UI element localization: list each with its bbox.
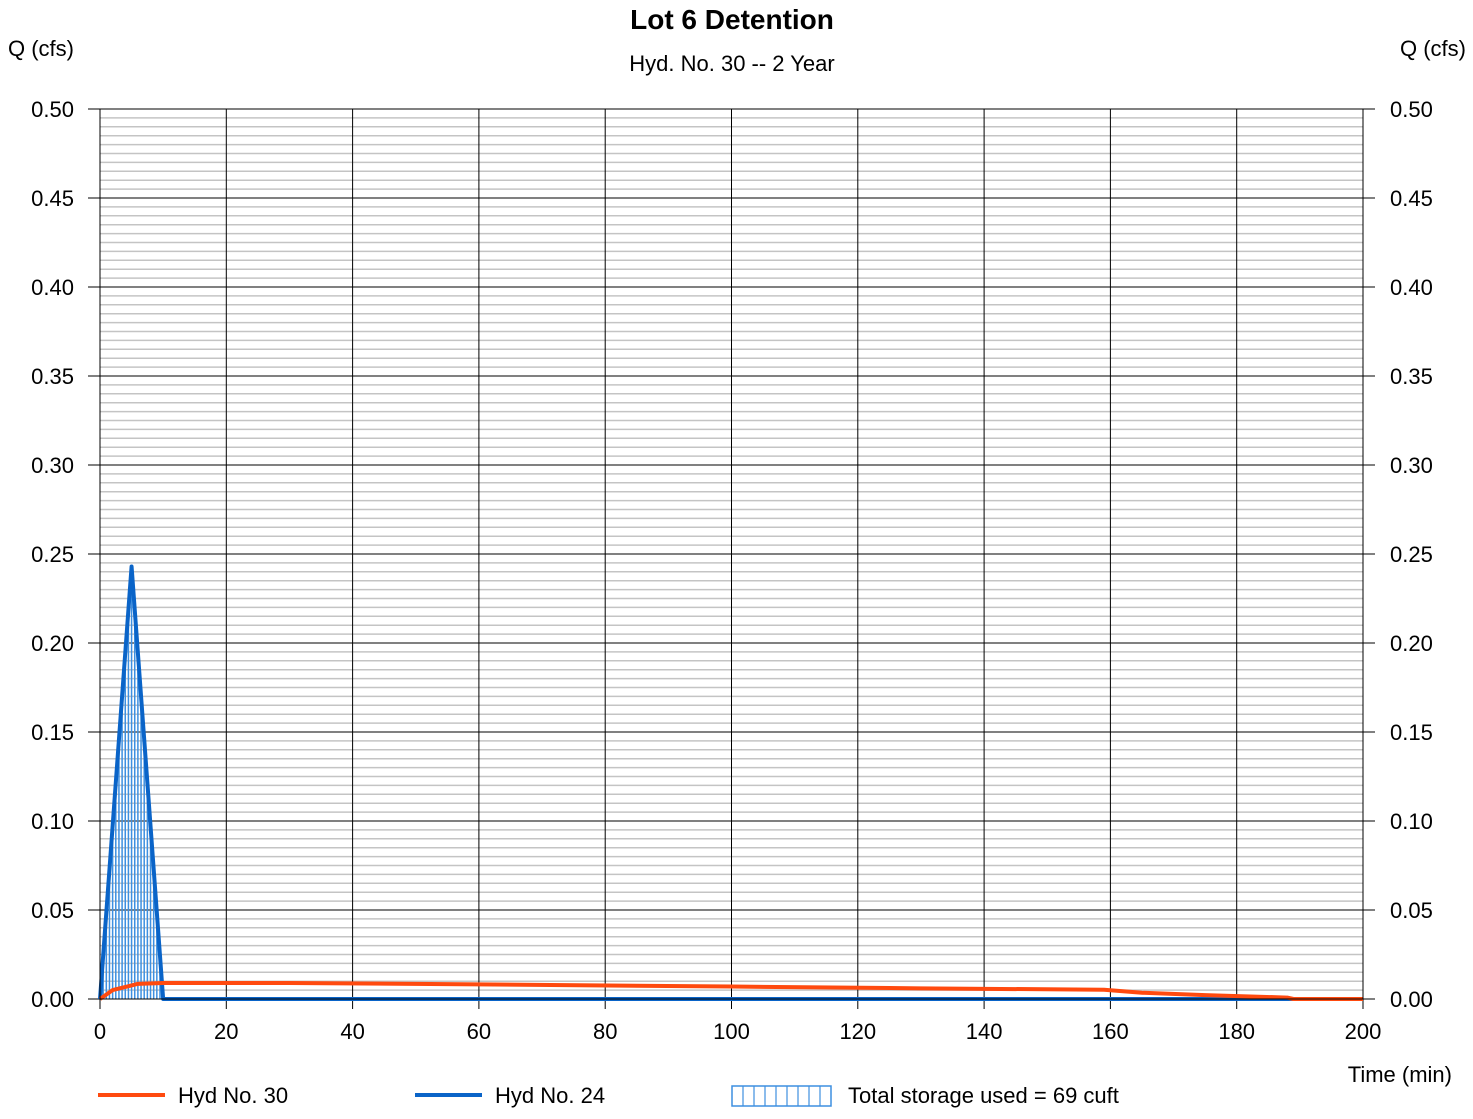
x-tick-label: 40 (340, 1019, 364, 1044)
y-tick-label-left: 0.35 (31, 364, 74, 389)
y-tick-label-left: 0.40 (31, 275, 74, 300)
y-axis-label-left: Q (cfs) (8, 36, 74, 61)
y-tick-label-left: 0.10 (31, 809, 74, 834)
y-tick-label-left: 0.25 (31, 542, 74, 567)
storage-hatch (102, 566, 161, 999)
x-tick-label: 100 (713, 1019, 750, 1044)
y-tick-label-right: 0.15 (1390, 720, 1433, 745)
y-tick-label-left: 0.45 (31, 186, 74, 211)
legend-storage-box (731, 1085, 832, 1107)
series-line-hyd-30 (98, 980, 1363, 1001)
y-tick-label-left: 0.05 (31, 898, 74, 923)
x-tick-label: 0 (94, 1019, 106, 1044)
y-tick-label-left: 0.30 (31, 453, 74, 478)
y-tick-label-right: 0.00 (1390, 987, 1433, 1012)
y-tick-label-right: 0.45 (1390, 186, 1433, 211)
x-axis-label: Time (min) (1348, 1062, 1452, 1087)
y-tick-label-right: 0.10 (1390, 809, 1433, 834)
x-tick-label: 200 (1345, 1019, 1382, 1044)
legend-label-storage: Total storage used = 69 cuft (848, 1083, 1119, 1108)
legend-label-hyd-24: Hyd No. 24 (495, 1083, 605, 1108)
y-tick-label-right: 0.35 (1390, 364, 1433, 389)
y-tick-label-right: 0.20 (1390, 631, 1433, 656)
y-tick-label-right: 0.40 (1390, 275, 1433, 300)
y-tick-label-left: 0.15 (31, 720, 74, 745)
x-tick-label: 80 (593, 1019, 617, 1044)
x-tick-label: 60 (467, 1019, 491, 1044)
y-axis-label-right: Q (cfs) (1400, 36, 1466, 61)
y-tick-label-right: 0.05 (1390, 898, 1433, 923)
y-tick-label-right: 0.25 (1390, 542, 1433, 567)
y-tick-label-left: 0.50 (31, 97, 74, 122)
chart-subtitle: Hyd. No. 30 -- 2 Year (629, 51, 834, 76)
y-tick-label-right: 0.30 (1390, 453, 1433, 478)
x-tick-label: 120 (839, 1019, 876, 1044)
chart-title: Lot 6 Detention (630, 4, 834, 35)
x-tick-label: 180 (1218, 1019, 1255, 1044)
plot-frame (99, 108, 1364, 1000)
y-tick-label-left: 0.00 (31, 987, 74, 1012)
x-tick-label: 140 (966, 1019, 1003, 1044)
legend-label-hyd-30: Hyd No. 30 (178, 1083, 288, 1108)
plot-border (99, 108, 1364, 1000)
x-tick-label: 20 (214, 1019, 238, 1044)
legend-swatch-storage (731, 1085, 832, 1107)
tick-labels: 0.00 0.00 0.05 0.05 0.10 0.10 0.15 0.15 0.20 0.20… (31, 97, 1433, 1044)
x-tick-label: 160 (1092, 1019, 1129, 1044)
y-tick-label-right: 0.50 (1390, 97, 1433, 122)
y-tick-label-left: 0.20 (31, 631, 74, 656)
legend: Hyd No. 30 Hyd No. 24 Total storage used… (98, 1083, 1119, 1108)
